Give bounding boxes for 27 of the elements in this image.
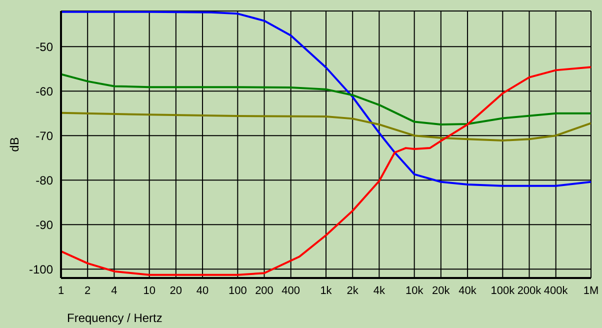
x-tick-label: 100: [228, 284, 247, 297]
x-tick-label: 2k: [346, 284, 359, 297]
y-tick-label: -60: [36, 84, 54, 98]
y-tick-label: -50: [36, 40, 54, 54]
x-tick-label: 400k: [544, 284, 568, 297]
x-tick-label: 4: [111, 284, 118, 297]
y-tick-label: -70: [36, 128, 54, 143]
x-tick-label: 100k: [490, 284, 516, 297]
x-tick-label: 1k: [320, 284, 332, 297]
x-tick-label: 10k: [405, 284, 424, 297]
x-tick-label: 40: [196, 284, 209, 297]
y-tick-label: -90: [36, 218, 54, 232]
x-tick-label: 40k: [458, 284, 477, 297]
x-tick-label: 200: [255, 284, 274, 297]
x-axis-title: Frequency / Hertz: [67, 311, 162, 325]
x-tick-label: 1: [58, 284, 64, 297]
x-tick-label: 2: [84, 284, 91, 297]
x-tick-label: 20k: [432, 284, 450, 297]
x-tick-label: 200k: [517, 284, 542, 297]
x-tick-label: 1M: [583, 284, 599, 297]
y-tick-label: -100: [28, 262, 54, 276]
x-tick-label: 400: [282, 284, 300, 297]
y-tick-label: -80: [36, 173, 54, 188]
x-tick-label: 10: [143, 284, 156, 297]
y-axis-title: dB: [7, 137, 22, 152]
x-tick-label: 4k: [373, 284, 386, 297]
x-tick-label: 20: [170, 284, 182, 297]
